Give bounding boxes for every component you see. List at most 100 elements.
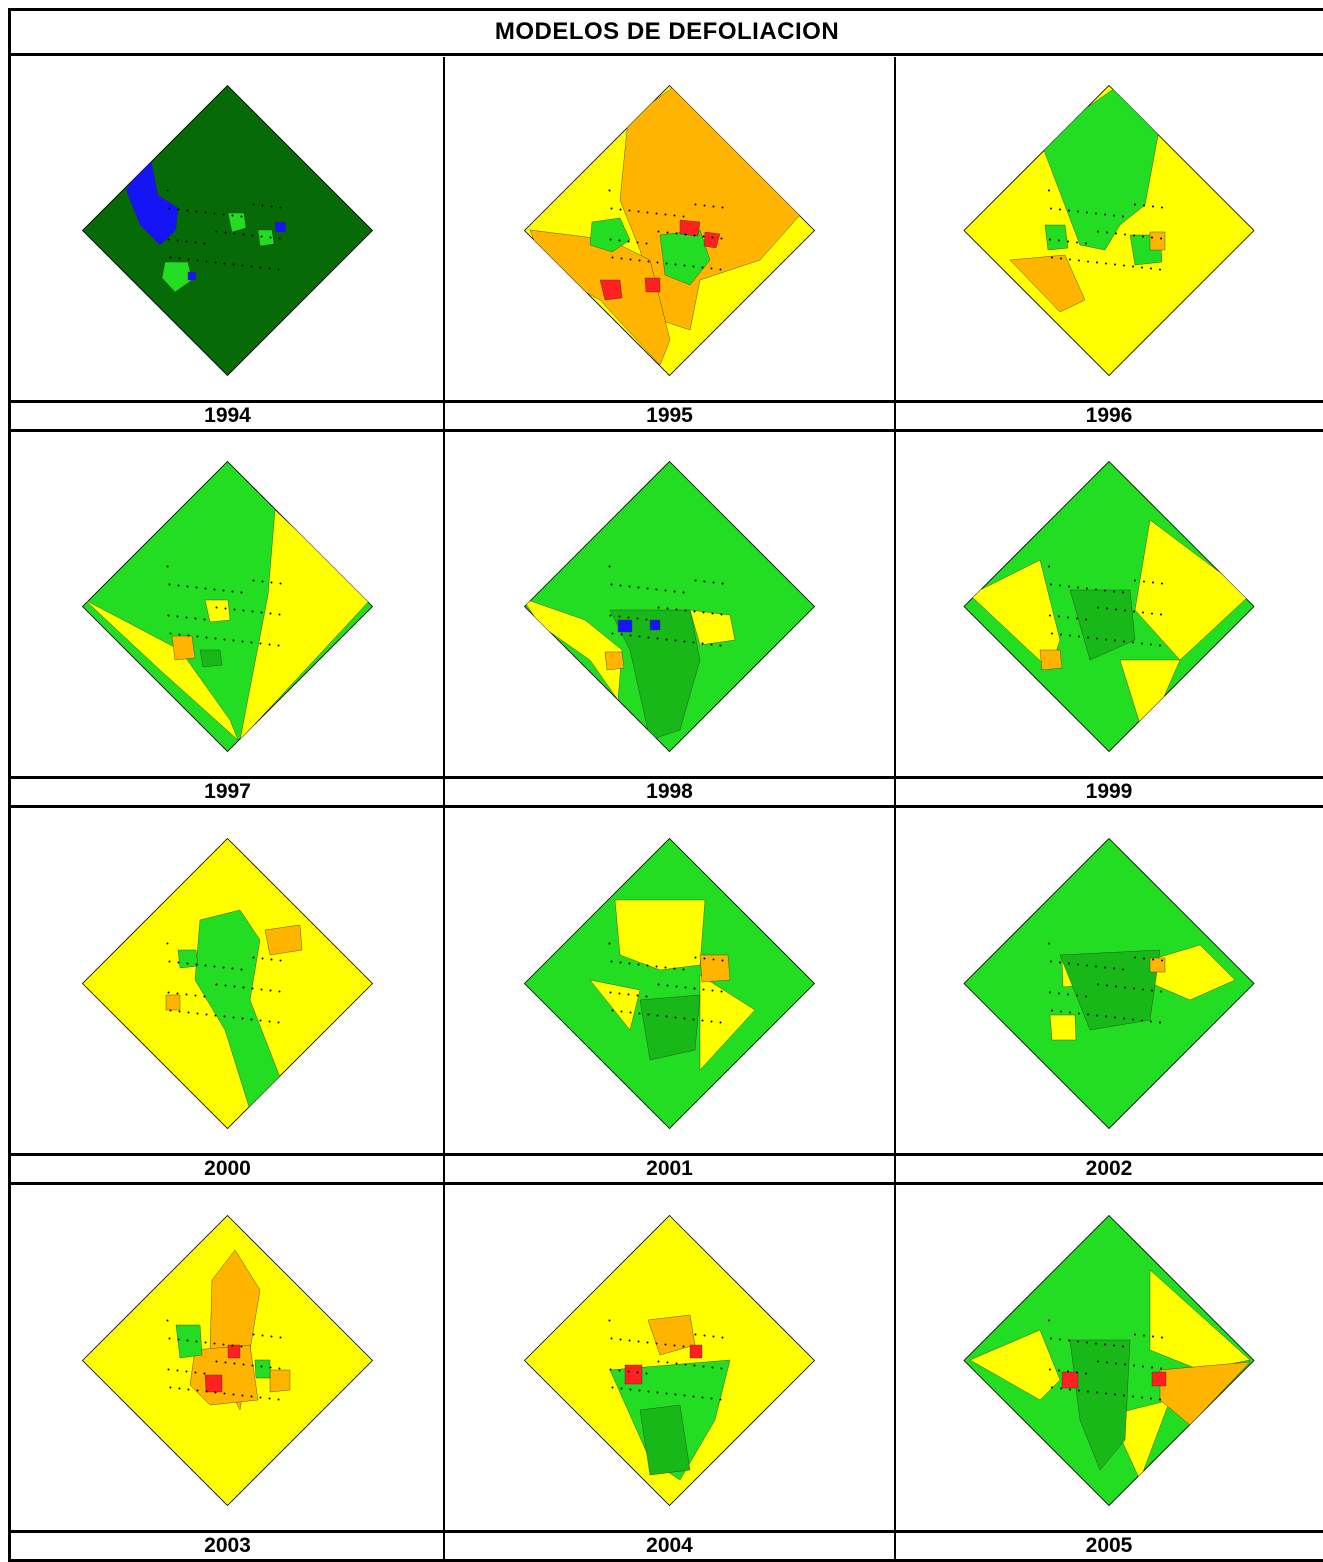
- sample-point: [637, 963, 640, 966]
- sample-point: [1058, 992, 1060, 995]
- sample-point: [1086, 211, 1088, 214]
- sample-point: [169, 256, 172, 259]
- sample-point: [195, 210, 198, 213]
- sample-point: [637, 586, 640, 589]
- sample-point: [1106, 1361, 1108, 1364]
- sample-point: [701, 1396, 704, 1399]
- sample-point: [1049, 991, 1051, 994]
- map-panel-2005: [895, 1187, 1323, 1530]
- sample-point: [213, 212, 216, 215]
- contour-zone: [254, 1359, 271, 1379]
- year-label: 1996: [895, 400, 1323, 432]
- sample-point: [628, 1339, 631, 1342]
- sample-point: [720, 237, 723, 240]
- sample-point: [1069, 634, 1071, 637]
- sample-point: [1124, 609, 1126, 612]
- sample-point: [1151, 612, 1153, 615]
- sample-point: [194, 1371, 197, 1374]
- sample-point: [252, 203, 255, 206]
- sample-point: [719, 1398, 722, 1401]
- sample-point: [665, 638, 668, 641]
- sample-point: [1096, 261, 1098, 264]
- sample-point: [186, 962, 189, 965]
- sample-point: [196, 259, 199, 262]
- map-panel-2002: [895, 810, 1323, 1153]
- sample-point: [187, 1011, 190, 1014]
- contour-zone: [639, 994, 701, 1061]
- map-base-area: [523, 1214, 816, 1507]
- year-label: 1995: [444, 400, 895, 432]
- sample-point: [1143, 580, 1145, 583]
- sample-point: [664, 1343, 667, 1346]
- map-panel-2001: [444, 810, 895, 1153]
- map-base-area: [523, 837, 816, 1130]
- sample-point: [675, 608, 678, 611]
- sample-point: [168, 960, 171, 963]
- sample-point: [1106, 984, 1108, 987]
- sample-point: [692, 1018, 695, 1021]
- sample-point: [684, 1363, 687, 1366]
- sample-point: [270, 1335, 273, 1338]
- sample-point: [1161, 582, 1163, 585]
- sample-point: [205, 636, 208, 639]
- sample-point: [279, 959, 282, 962]
- sample-point: [279, 206, 282, 209]
- sample-point: [1113, 1344, 1115, 1347]
- sample-point: [1097, 1360, 1099, 1363]
- sample-point: [610, 1337, 613, 1340]
- sample-point: [1150, 1397, 1152, 1400]
- sample-point: [1076, 617, 1078, 620]
- sample-point: [259, 642, 262, 645]
- sample-point: [703, 204, 706, 207]
- sample-point: [261, 580, 264, 583]
- sample-point: [656, 1014, 659, 1017]
- contour-zone: [969, 1329, 1061, 1401]
- sample-point: [168, 207, 171, 210]
- sample-point: [204, 964, 207, 967]
- sample-point: [194, 241, 197, 244]
- sample-point: [1087, 1013, 1089, 1016]
- sample-point: [684, 986, 687, 989]
- sample-point: [279, 1336, 282, 1339]
- sample-point: [204, 587, 207, 590]
- sample-point: [1122, 1345, 1124, 1348]
- sample-point: [721, 959, 724, 962]
- sample-point: [1078, 635, 1080, 638]
- sample-point: [1069, 258, 1071, 261]
- sample-point: [1085, 1372, 1087, 1375]
- sample-point: [684, 609, 687, 612]
- sample-point: [194, 617, 197, 620]
- sample-point: [261, 957, 264, 960]
- sample-point: [636, 617, 639, 620]
- sample-point: [665, 262, 668, 265]
- sample-point: [268, 267, 271, 270]
- sample-point: [215, 606, 218, 609]
- sample-point: [277, 1398, 280, 1401]
- contour-zone: [269, 1369, 291, 1393]
- sample-point: [177, 584, 180, 587]
- sample-point: [609, 1368, 612, 1371]
- sample-point: [628, 209, 631, 212]
- sample-point: [1048, 942, 1050, 945]
- sample-point: [250, 265, 253, 268]
- sample-point: [693, 1364, 696, 1367]
- sample-point: [1142, 1365, 1144, 1368]
- sample-point: [231, 1344, 234, 1347]
- sample-point: [1096, 1014, 1098, 1017]
- sample-point: [270, 581, 273, 584]
- year-label: 2004: [444, 1530, 895, 1562]
- sample-point: [166, 189, 169, 192]
- sample-point: [638, 259, 641, 262]
- sample-point: [224, 1361, 227, 1364]
- sample-point: [186, 209, 189, 212]
- sample-point: [233, 608, 236, 611]
- sample-point: [657, 1360, 660, 1363]
- sample-point: [610, 583, 613, 586]
- sample-point: [1050, 583, 1052, 586]
- sample-point: [1161, 959, 1163, 962]
- year-label: 2003: [11, 1530, 444, 1562]
- sample-point: [177, 961, 180, 964]
- contour-zone: [969, 559, 1061, 671]
- sample-point: [693, 610, 696, 613]
- sample-point: [1141, 642, 1143, 645]
